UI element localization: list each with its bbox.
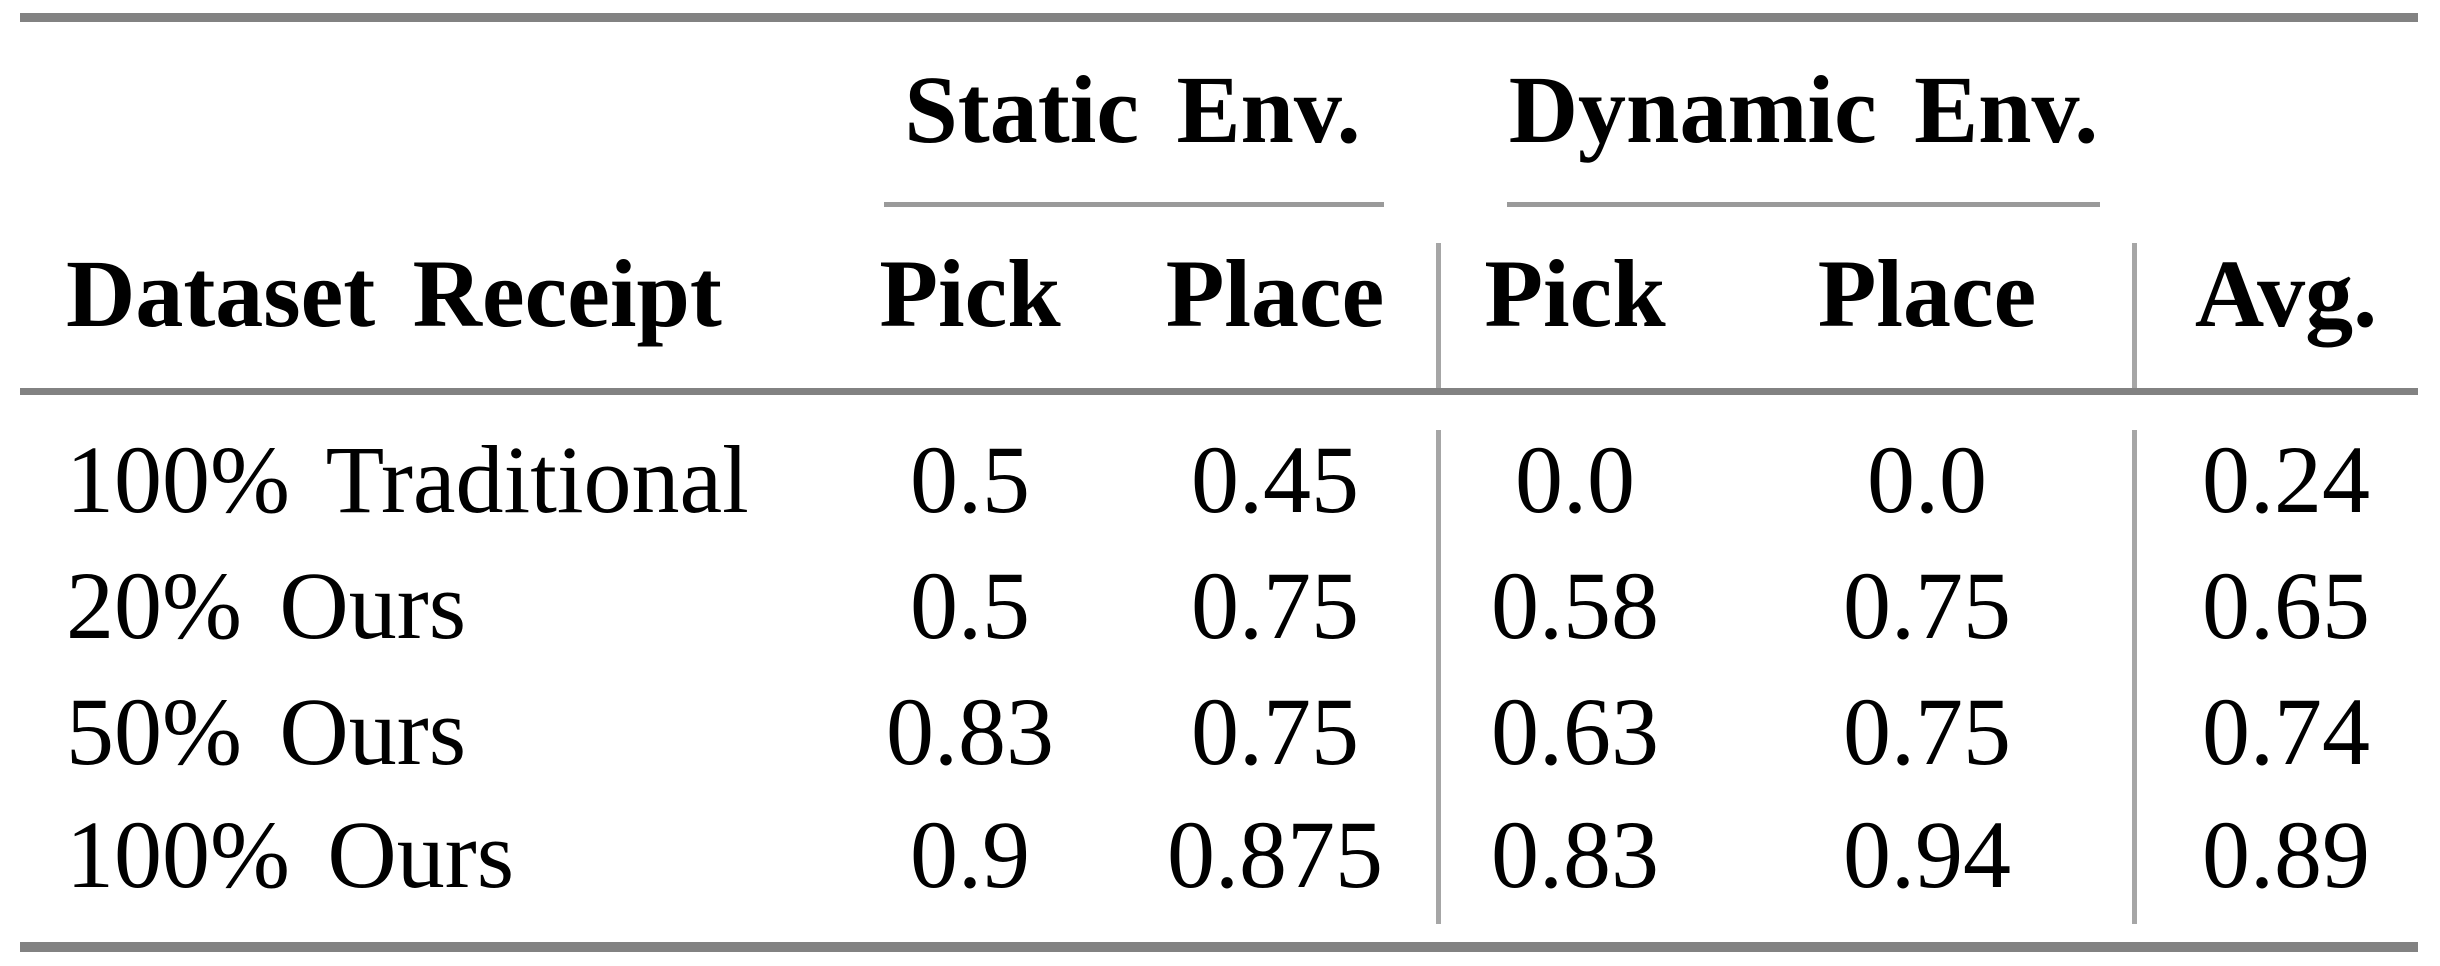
cell-dynamic-place: 0.75 [1843, 552, 2011, 659]
row-label: 100% Ours [66, 801, 515, 908]
cell-static-pick: 0.9 [910, 801, 1030, 908]
group-header-static-env: Static Env. [904, 56, 1361, 163]
vertical-divider-2-body [2132, 430, 2137, 924]
column-header-dataset-receipt: Dataset Receipt [66, 240, 722, 347]
group-header-dynamic-env: Dynamic Env. [1508, 56, 2099, 163]
table-top-rule [20, 13, 2418, 22]
cell-dynamic-pick: 0.0 [1515, 426, 1635, 533]
cell-static-place: 0.75 [1191, 552, 1359, 659]
table-bottom-rule [20, 942, 2418, 952]
cell-static-place: 0.45 [1191, 426, 1359, 533]
cell-dynamic-pick: 0.58 [1491, 552, 1659, 659]
vertical-divider-1-body [1436, 430, 1441, 924]
cell-avg: 0.74 [2202, 678, 2370, 785]
table-header-rule [20, 388, 2418, 395]
dynamic-env-underline [1507, 202, 2100, 207]
cell-dynamic-pick: 0.63 [1491, 678, 1659, 785]
vertical-divider-1-header [1436, 243, 1441, 388]
row-label: 50% Ours [66, 678, 467, 785]
cell-dynamic-pick: 0.83 [1491, 801, 1659, 908]
cell-dynamic-place: 0.94 [1843, 801, 2011, 908]
cell-static-pick: 0.5 [910, 426, 1030, 533]
row-label: 100% Traditional [66, 426, 749, 533]
column-header-dynamic-pick: Pick [1484, 240, 1666, 347]
cell-dynamic-place: 0.75 [1843, 678, 2011, 785]
row-label: 20% Ours [66, 552, 467, 659]
column-header-avg: Avg. [2194, 240, 2378, 347]
cell-avg: 0.24 [2202, 426, 2370, 533]
cell-static-pick: 0.5 [910, 552, 1030, 659]
cell-static-place: 0.875 [1167, 801, 1383, 908]
column-header-static-pick: Pick [879, 240, 1061, 347]
cell-static-place: 0.75 [1191, 678, 1359, 785]
vertical-divider-2-header [2132, 243, 2137, 388]
cell-avg: 0.65 [2202, 552, 2370, 659]
static-env-underline [884, 202, 1384, 207]
cell-avg: 0.89 [2202, 801, 2370, 908]
cell-static-pick: 0.83 [886, 678, 1054, 785]
column-header-dynamic-place: Place [1817, 240, 2037, 347]
cell-dynamic-place: 0.0 [1867, 426, 1987, 533]
column-header-static-place: Place [1165, 240, 1385, 347]
